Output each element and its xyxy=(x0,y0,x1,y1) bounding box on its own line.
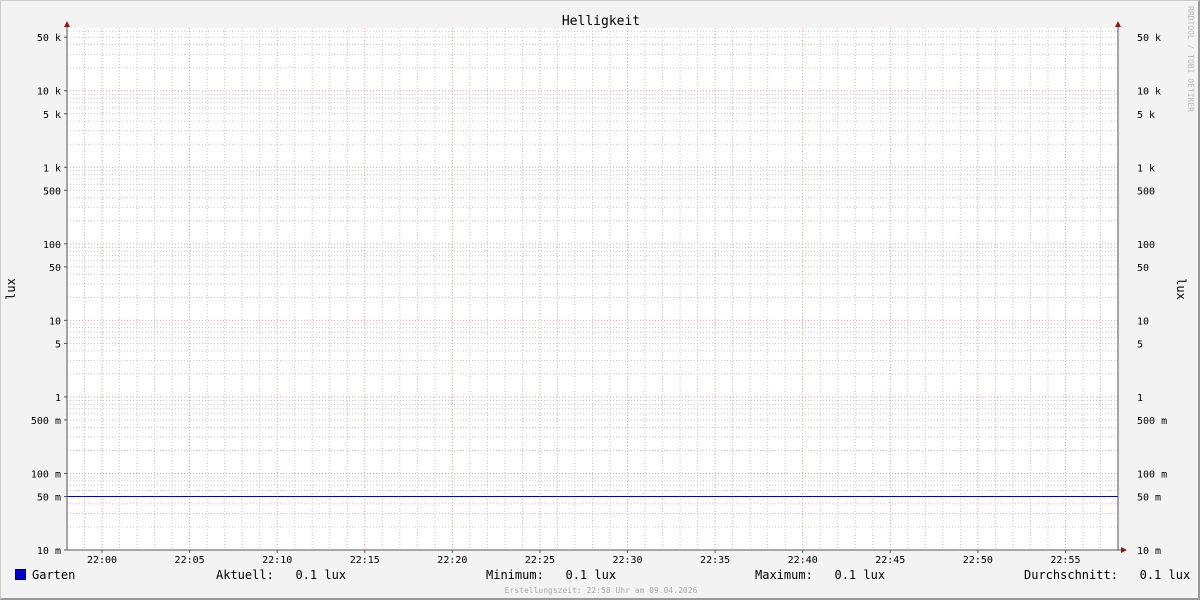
y-tick-label-left: 1 k xyxy=(43,163,61,174)
x-tick-label: 22:35 xyxy=(700,555,730,566)
y-tick-label-right: 1 k xyxy=(1137,163,1155,174)
x-tick-label: 22:30 xyxy=(612,555,642,566)
y-tick-label-right: 5 xyxy=(1137,339,1143,350)
x-tick-label: 22:15 xyxy=(350,555,380,566)
y-tick-label-left: 500 xyxy=(43,186,61,197)
y-tick-label-left: 50 m xyxy=(37,492,61,503)
chart-title: Helligkeit xyxy=(562,14,640,29)
y-tick-label-right: 100 m xyxy=(1137,469,1167,480)
y-tick-label-right: 10 k xyxy=(1137,87,1161,98)
x-axis-arrow xyxy=(1121,547,1127,553)
footer-timestamp: Erstellungszeit: 22:58 Uhr am 09.04.2026 xyxy=(505,586,698,595)
y-axis-label-right: lux xyxy=(1174,278,1188,300)
durchschnitt-label: Durchschnitt: xyxy=(1024,568,1118,582)
maximum-label: Maximum: xyxy=(755,568,813,582)
y-tick-label-left: 10 k xyxy=(37,87,61,98)
y-axis-arrow-right xyxy=(1115,21,1121,27)
legend-series-name: Garten xyxy=(32,568,76,582)
y-tick-label-right: 50 m xyxy=(1137,492,1161,503)
y-tick-label-right: 1 xyxy=(1137,393,1143,404)
y-tick-label-left: 100 xyxy=(43,240,61,251)
legend-item-garten: Garten xyxy=(15,568,75,582)
x-tick-label: 22:00 xyxy=(87,555,117,566)
y-tick-label-right: 100 xyxy=(1137,240,1155,251)
maximum-value: 0.1 lux xyxy=(834,568,886,582)
y-tick-label-right: 5 k xyxy=(1137,110,1155,121)
y-tick-label-right: 50 xyxy=(1137,263,1149,274)
y-axis-label-left: lux xyxy=(4,278,18,300)
y-tick-label-left: 10 m xyxy=(37,546,61,557)
x-tick-label: 22:25 xyxy=(525,555,555,566)
x-tick-label: 22:55 xyxy=(1050,555,1080,566)
minimum-label: Minimum: xyxy=(486,568,544,582)
watermark: RRDTOOL / TOBI OETIKER xyxy=(1186,6,1195,112)
x-tick-label: 22:05 xyxy=(175,555,205,566)
legend-swatch xyxy=(15,569,26,580)
x-tick-label: 22:10 xyxy=(262,555,292,566)
y-tick-label-left: 5 k xyxy=(43,110,61,121)
y-tick-label-left: 5 xyxy=(55,339,61,350)
y-tick-label-left: 10 xyxy=(49,316,61,327)
y-tick-label-left: 500 m xyxy=(31,416,61,427)
y-axis-arrow-left xyxy=(64,21,70,27)
y-tick-label-right: 10 xyxy=(1137,316,1149,327)
y-tick-label-right: 50 k xyxy=(1137,33,1161,44)
y-tick-label-right: 10 m xyxy=(1137,546,1161,557)
minimum-value: 0.1 lux xyxy=(565,568,617,582)
y-tick-label-left: 1 xyxy=(55,393,61,404)
x-tick-label: 22:50 xyxy=(963,555,993,566)
y-tick-label-right: 500 m xyxy=(1137,416,1167,427)
durchschnitt-value: 0.1 lux xyxy=(1139,568,1191,582)
x-tick-label: 22:40 xyxy=(788,555,818,566)
y-tick-label-left: 100 m xyxy=(31,469,61,480)
y-tick-label-left: 50 k xyxy=(37,33,61,44)
aktuell-value: 0.1 lux xyxy=(295,568,347,582)
x-tick-label: 22:20 xyxy=(437,555,467,566)
x-tick-label: 22:45 xyxy=(875,555,905,566)
y-tick-label-left: 50 xyxy=(49,263,61,274)
aktuell-label: Aktuell: xyxy=(216,568,274,582)
y-tick-label-right: 500 xyxy=(1137,186,1155,197)
